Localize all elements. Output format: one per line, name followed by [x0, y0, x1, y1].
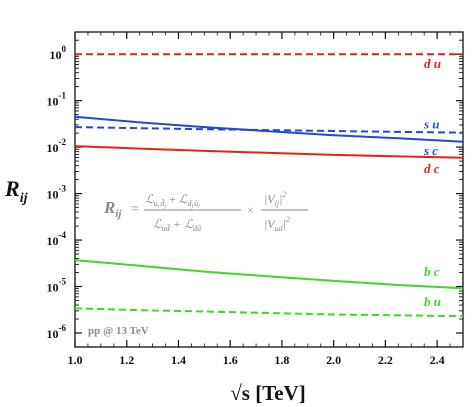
y-tick-label: 10-1: [47, 91, 67, 109]
formula-ckm-numerator: |Vij|2: [264, 190, 286, 208]
x-tick-label: 1.4: [171, 353, 186, 367]
formula-denominator: ℒud̄ + ℒdū: [153, 217, 201, 233]
series-line-b-c: [74, 259, 464, 290]
y-tick-label: 10-3: [47, 184, 67, 202]
y-tick-label: 100: [50, 44, 67, 62]
series-label-b-u: b u: [424, 294, 441, 309]
y-axis-title-main: R: [4, 176, 20, 201]
x-tick-label: 2.2: [378, 353, 393, 367]
series-line-d-c: [74, 145, 464, 159]
x-tick-labels: 1.0 1.2 1.4 1.6 1.8 2.0 2.2 2.4: [68, 353, 445, 367]
series-label-d-u: d u: [424, 56, 441, 71]
collision-note: pp @ 13 TeV: [88, 325, 149, 337]
y-tick-label: 10-4: [47, 230, 67, 248]
series-line-s-u: [74, 126, 464, 134]
formula-ckm-denominator: |Vud|2: [264, 215, 290, 233]
series-line-s-c: [74, 115, 464, 143]
x-tick-label: 1.8: [274, 353, 289, 367]
series-labels: d u s u s c d c b c b u: [423, 56, 441, 309]
y-axis-title: Rij: [4, 176, 28, 206]
series-label-b-c: b c: [424, 264, 440, 279]
ticks: [74, 31, 464, 347]
y-tick-labels: 100 10-1 10-2 10-3 10-4 10-5 10-6: [47, 44, 67, 341]
formula-numerator: ℒuid̄j+ ℒdjūi: [145, 192, 200, 210]
x-tick-label: 2.0: [326, 353, 341, 367]
x-tick-label: 1.0: [68, 353, 83, 367]
formula-lhs: Rij: [103, 198, 122, 220]
plot-frame: [74, 31, 464, 348]
y-tick-label: 10-2: [47, 137, 67, 155]
formula-times: ×: [247, 203, 254, 217]
x-tick-label: 1.2: [119, 353, 134, 367]
formula-equals: =: [131, 202, 139, 217]
series-label-d-c: d c: [424, 161, 440, 176]
series-label-s-u: s u: [423, 117, 440, 132]
series-line-b-u: [74, 307, 464, 318]
x-axis-title: √s [TeV]: [230, 381, 306, 405]
series-label-s-c: s c: [423, 143, 438, 158]
y-tick-label: 10-6: [47, 323, 67, 341]
x-tick-label: 2.4: [430, 353, 445, 367]
y-axis-title-sub: ij: [20, 191, 28, 206]
ratio-formula: Rij = ℒuid̄j+ ℒdjūi ℒud̄ + ℒdū × |Vij|2 |Vu…: [103, 190, 308, 233]
series-lines: [74, 53, 464, 318]
x-tick-label: 1.6: [223, 353, 238, 367]
y-tick-label: 10-5: [47, 277, 67, 295]
